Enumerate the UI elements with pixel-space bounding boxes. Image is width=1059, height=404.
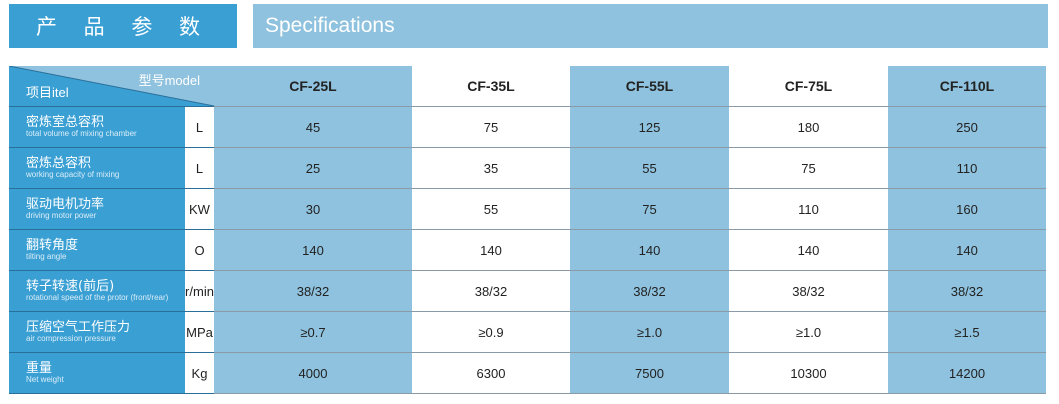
- item-cn: 翻转角度: [26, 237, 79, 253]
- value-cell: 75: [412, 106, 570, 148]
- item-label: 重量 Net weight: [9, 352, 185, 394]
- value-cell: 38/32: [412, 270, 570, 312]
- model-header: CF-35L: [412, 66, 570, 107]
- value-cell: 45: [214, 106, 412, 148]
- value-cell: ≥1.5: [888, 311, 1046, 353]
- value-cell: 140: [729, 229, 888, 271]
- value-cell: 38/32: [214, 270, 412, 312]
- value-cell: 75: [570, 188, 729, 230]
- diagonal-divider: [9, 66, 214, 106]
- item-en: tilting angle: [26, 251, 67, 261]
- item-label: 转子转速(前后) rotational speed of the protor (…: [9, 270, 185, 312]
- unit-cell: KW: [185, 188, 214, 230]
- value-cell: 110: [888, 147, 1046, 189]
- value-cell: 160: [888, 188, 1046, 230]
- value-cell: 140: [412, 229, 570, 271]
- item-cn: 密炼总容积: [26, 155, 92, 171]
- value-cell: 38/32: [729, 270, 888, 312]
- item-en: rotational speed of the protor (front/re…: [26, 292, 169, 302]
- title-cn: 产 品 参 数: [9, 4, 237, 48]
- value-cell: 10300: [729, 352, 888, 394]
- model-header: CF-55L: [570, 66, 729, 107]
- item-label: 密炼室总容积 total volume of mixing chamber: [9, 106, 185, 148]
- item-en: Net weight: [26, 374, 64, 384]
- value-cell: 38/32: [888, 270, 1046, 312]
- item-cn: 密炼室总容积: [26, 114, 105, 130]
- unit-cell: Kg: [185, 352, 214, 394]
- value-cell: 14200: [888, 352, 1046, 394]
- item-label: 驱动电机功率 driving motor power: [9, 188, 185, 230]
- item-cn: 转子转速(前后): [26, 278, 115, 294]
- table-row: 压缩空气工作压力 air compression pressure MPa ≥0.7 ≥…: [9, 311, 1046, 353]
- item-en: driving motor power: [26, 210, 97, 220]
- value-cell: 38/32: [570, 270, 729, 312]
- value-cell: 75: [729, 147, 888, 189]
- corner-cell: 型号model 项目itel: [9, 66, 214, 107]
- value-cell: 4000: [214, 352, 412, 394]
- value-cell: 140: [888, 229, 1046, 271]
- value-cell: ≥0.7: [214, 311, 412, 353]
- value-cell: 180: [729, 106, 888, 148]
- value-cell: ≥1.0: [729, 311, 888, 353]
- value-cell: 55: [412, 188, 570, 230]
- value-cell: 7500: [570, 352, 729, 394]
- table-row: 密炼室总容积 total volume of mixing chamber L 45 7…: [9, 106, 1046, 148]
- value-cell: 110: [729, 188, 888, 230]
- corner-model-label: 型号model: [138, 73, 200, 88]
- item-en: working capacity of mixing: [26, 169, 120, 179]
- header-row: 型号model 项目itel CF-25L CF-35L CF-55L CF-75L C…: [9, 66, 1046, 107]
- value-cell: 35: [412, 147, 570, 189]
- title-en: Specifications: [253, 4, 1048, 48]
- model-header: CF-75L: [729, 66, 888, 107]
- table-row: 密炼总容积 working capacity of mixing L 25 35 55 75…: [9, 147, 1046, 189]
- item-cn: 重量: [26, 360, 53, 376]
- table-row: 翻转角度 tilting angle O 140 140 140 140 140: [9, 229, 1046, 271]
- table-row: 转子转速(前后) rotational speed of the protor (…: [9, 270, 1046, 312]
- model-header: CF-25L: [214, 66, 412, 107]
- item-cn: 驱动电机功率: [26, 196, 105, 212]
- value-cell: 125: [570, 106, 729, 148]
- item-label: 翻转角度 tilting angle: [9, 229, 185, 271]
- item-en: air compression pressure: [26, 333, 116, 343]
- value-cell: ≥1.0: [570, 311, 729, 353]
- spec-table: 型号model 项目itel CF-25L CF-35L CF-55L CF-75L C…: [9, 66, 1046, 394]
- unit-cell: L: [185, 106, 214, 148]
- item-cn: 压缩空气工作压力: [26, 319, 131, 335]
- value-cell: 250: [888, 106, 1046, 148]
- value-cell: 6300: [412, 352, 570, 394]
- item-label: 密炼总容积 working capacity of mixing: [9, 147, 185, 189]
- unit-cell: O: [185, 229, 214, 271]
- unit-cell: MPa: [185, 311, 214, 353]
- table-row: 重量 Net weight Kg 4000 6300 7500 10300 14200: [9, 352, 1046, 394]
- value-cell: 30: [214, 188, 412, 230]
- item-label: 压缩空气工作压力 air compression pressure: [9, 311, 185, 353]
- value-cell: 140: [214, 229, 412, 271]
- table-row: 驱动电机功率 driving motor power KW 30 55 75 110 160: [9, 188, 1046, 230]
- corner-item-label: 项目itel: [26, 85, 69, 100]
- unit-cell: L: [185, 147, 214, 189]
- value-cell: 25: [214, 147, 412, 189]
- item-en: total volume of mixing chamber: [26, 128, 137, 138]
- model-header: CF-110L: [888, 66, 1046, 107]
- value-cell: 140: [570, 229, 729, 271]
- value-cell: ≥0.9: [412, 311, 570, 353]
- value-cell: 55: [570, 147, 729, 189]
- unit-cell: r/min: [185, 270, 214, 312]
